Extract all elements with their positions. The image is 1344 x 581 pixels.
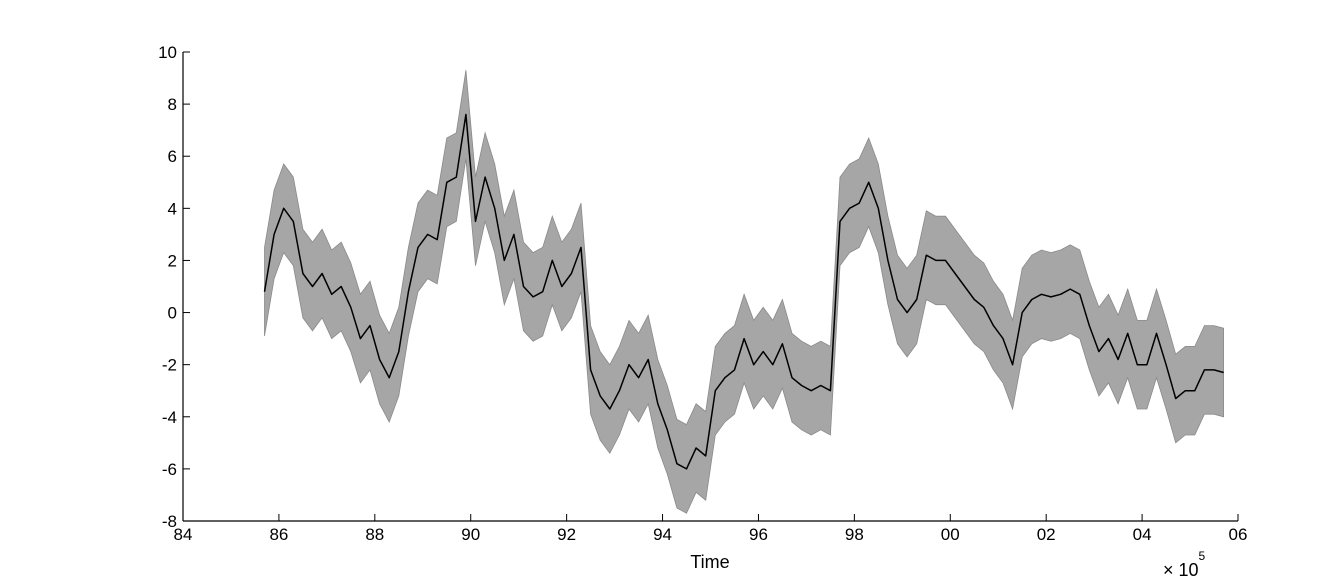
y-tick-label: -8	[162, 512, 177, 531]
y-tick-label: -2	[162, 356, 177, 375]
series-line	[263, 113, 1224, 470]
y-tick-label: 6	[168, 147, 177, 166]
series-line-path	[263, 113, 1224, 470]
x-ticks: 84 86 88 90 92 94 96 98 00 02 04 06	[174, 514, 1248, 544]
x-tick-label: 98	[845, 525, 864, 544]
x-axis-title: Time	[690, 552, 729, 572]
confidence-band	[264, 70, 1224, 514]
x-tick-label: 88	[365, 525, 384, 544]
y-tick-label: 8	[168, 95, 177, 114]
y-tick-label: 10	[158, 43, 177, 62]
x-tick-label: 96	[749, 525, 768, 544]
x-tick-label: 90	[461, 525, 480, 544]
y-ticks: -8 -6 -4 -2 0 2 4 6 8 10	[158, 43, 190, 531]
y-tick-label: -4	[162, 408, 177, 427]
x-tick-label: 86	[269, 525, 288, 544]
confidence-band-area	[264, 70, 1224, 514]
x-tick-label: 06	[1229, 525, 1248, 544]
x-tick-label: 92	[557, 525, 576, 544]
y-tick-label: 2	[168, 251, 177, 270]
y-tick-label: 0	[168, 304, 177, 323]
x-tick-label: 00	[941, 525, 960, 544]
x-tick-label: 94	[653, 525, 672, 544]
x-tick-label: 04	[1133, 525, 1152, 544]
y-tick-label: -6	[162, 460, 177, 479]
x-scale-multiplier-base: × 10	[1163, 560, 1199, 580]
x-scale-multiplier: × 105	[1163, 549, 1206, 580]
y-tick-label: 4	[168, 199, 177, 218]
x-tick-label: 02	[1037, 525, 1056, 544]
axes	[182, 52, 1238, 522]
x-tick-label: 84	[174, 525, 193, 544]
x-scale-multiplier-exponent: 5	[1199, 549, 1206, 563]
